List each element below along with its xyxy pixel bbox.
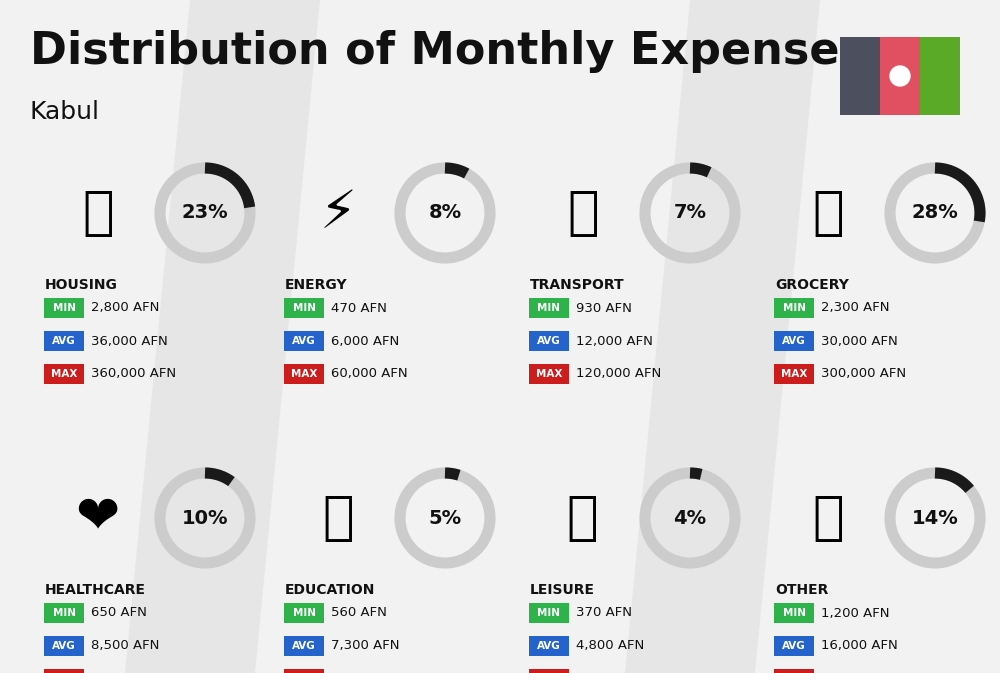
- Text: MIN: MIN: [292, 608, 316, 618]
- Text: 7%: 7%: [674, 203, 706, 223]
- Text: AVG: AVG: [292, 641, 316, 651]
- Text: 36,000 AFN: 36,000 AFN: [91, 334, 168, 347]
- Text: MIN: MIN: [782, 303, 806, 313]
- Text: MAX: MAX: [51, 369, 77, 379]
- Text: 12,000 AFN: 12,000 AFN: [576, 334, 653, 347]
- Text: 28%: 28%: [912, 203, 958, 223]
- FancyBboxPatch shape: [920, 37, 960, 115]
- Text: 360,000 AFN: 360,000 AFN: [91, 367, 176, 380]
- Text: MAX: MAX: [781, 369, 807, 379]
- Text: 7,300 AFN: 7,300 AFN: [331, 639, 400, 653]
- FancyBboxPatch shape: [774, 603, 814, 623]
- Text: 5%: 5%: [428, 509, 462, 528]
- Text: AVG: AVG: [537, 641, 561, 651]
- Text: HEALTHCARE: HEALTHCARE: [45, 583, 146, 597]
- Text: MAX: MAX: [291, 369, 317, 379]
- Text: 16,000 AFN: 16,000 AFN: [821, 639, 898, 653]
- Text: MIN: MIN: [538, 303, 560, 313]
- Text: 🏢: 🏢: [82, 187, 114, 239]
- Text: 2,300 AFN: 2,300 AFN: [821, 302, 890, 314]
- Text: AVG: AVG: [52, 336, 76, 346]
- Text: MIN: MIN: [52, 608, 76, 618]
- Text: 30,000 AFN: 30,000 AFN: [821, 334, 898, 347]
- FancyBboxPatch shape: [44, 669, 84, 673]
- Text: AVG: AVG: [782, 641, 806, 651]
- FancyBboxPatch shape: [840, 37, 880, 115]
- Text: 60,000 AFN: 60,000 AFN: [331, 367, 408, 380]
- Text: 4,800 AFN: 4,800 AFN: [576, 639, 644, 653]
- FancyBboxPatch shape: [44, 331, 84, 351]
- Text: AVG: AVG: [52, 641, 76, 651]
- Text: 🛒: 🛒: [812, 187, 844, 239]
- Text: 4%: 4%: [673, 509, 707, 528]
- Text: AVG: AVG: [537, 336, 561, 346]
- Text: EDUCATION: EDUCATION: [285, 583, 375, 597]
- FancyBboxPatch shape: [284, 364, 324, 384]
- Text: MAX: MAX: [536, 369, 562, 379]
- Text: 8%: 8%: [428, 203, 462, 223]
- FancyBboxPatch shape: [529, 364, 569, 384]
- Text: 🚌: 🚌: [567, 187, 599, 239]
- Text: ❤️: ❤️: [76, 492, 120, 544]
- FancyBboxPatch shape: [284, 669, 324, 673]
- Text: AVG: AVG: [292, 336, 316, 346]
- FancyBboxPatch shape: [880, 37, 920, 115]
- Text: Distribution of Monthly Expenses: Distribution of Monthly Expenses: [30, 30, 866, 73]
- FancyBboxPatch shape: [774, 331, 814, 351]
- Text: 560 AFN: 560 AFN: [331, 606, 387, 620]
- Text: 🎓: 🎓: [322, 492, 354, 544]
- FancyBboxPatch shape: [774, 636, 814, 656]
- Text: Kabul: Kabul: [30, 100, 100, 124]
- Text: 300,000 AFN: 300,000 AFN: [821, 367, 906, 380]
- FancyBboxPatch shape: [529, 669, 569, 673]
- FancyBboxPatch shape: [774, 364, 814, 384]
- Text: 120,000 AFN: 120,000 AFN: [576, 367, 661, 380]
- Text: MIN: MIN: [782, 608, 806, 618]
- Text: 💰: 💰: [812, 492, 844, 544]
- Text: AVG: AVG: [782, 336, 806, 346]
- Text: 370 AFN: 370 AFN: [576, 606, 632, 620]
- Text: 6,000 AFN: 6,000 AFN: [331, 334, 399, 347]
- Text: MIN: MIN: [292, 303, 316, 313]
- FancyBboxPatch shape: [44, 636, 84, 656]
- Polygon shape: [125, 0, 320, 673]
- FancyBboxPatch shape: [284, 298, 324, 318]
- Text: OTHER: OTHER: [775, 583, 828, 597]
- Text: HOUSING: HOUSING: [45, 278, 118, 292]
- FancyBboxPatch shape: [774, 669, 814, 673]
- Text: MIN: MIN: [52, 303, 76, 313]
- FancyBboxPatch shape: [529, 298, 569, 318]
- Text: 🛍️: 🛍️: [567, 492, 599, 544]
- Text: TRANSPORT: TRANSPORT: [530, 278, 625, 292]
- FancyBboxPatch shape: [44, 603, 84, 623]
- FancyBboxPatch shape: [284, 636, 324, 656]
- Text: LEISURE: LEISURE: [530, 583, 595, 597]
- Circle shape: [890, 66, 910, 86]
- Text: 470 AFN: 470 AFN: [331, 302, 387, 314]
- Text: 650 AFN: 650 AFN: [91, 606, 147, 620]
- Text: 23%: 23%: [182, 203, 228, 223]
- Text: GROCERY: GROCERY: [775, 278, 849, 292]
- Text: MIN: MIN: [538, 608, 560, 618]
- Text: 8,500 AFN: 8,500 AFN: [91, 639, 159, 653]
- FancyBboxPatch shape: [529, 331, 569, 351]
- Text: 1,200 AFN: 1,200 AFN: [821, 606, 890, 620]
- FancyBboxPatch shape: [284, 331, 324, 351]
- FancyBboxPatch shape: [529, 636, 569, 656]
- Polygon shape: [625, 0, 820, 673]
- FancyBboxPatch shape: [44, 364, 84, 384]
- FancyBboxPatch shape: [44, 298, 84, 318]
- FancyBboxPatch shape: [529, 603, 569, 623]
- Text: 2,800 AFN: 2,800 AFN: [91, 302, 159, 314]
- Text: 10%: 10%: [182, 509, 228, 528]
- Text: ENERGY: ENERGY: [285, 278, 348, 292]
- FancyBboxPatch shape: [284, 603, 324, 623]
- Text: 930 AFN: 930 AFN: [576, 302, 632, 314]
- FancyBboxPatch shape: [774, 298, 814, 318]
- Text: 14%: 14%: [912, 509, 958, 528]
- Text: ⚡: ⚡: [320, 187, 356, 239]
